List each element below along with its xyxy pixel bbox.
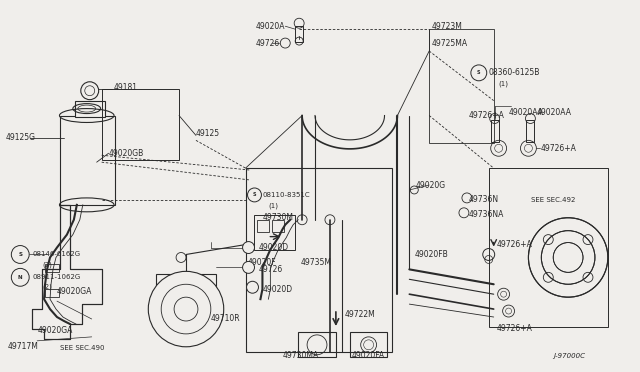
Bar xyxy=(429,29,493,143)
Text: 49020G: 49020G xyxy=(415,180,445,189)
Text: 49020A: 49020A xyxy=(255,22,285,31)
Text: 49020GA: 49020GA xyxy=(37,326,72,336)
Text: 49723M: 49723M xyxy=(431,22,462,31)
Circle shape xyxy=(246,281,259,293)
Text: 49726: 49726 xyxy=(259,265,283,274)
Text: N: N xyxy=(18,275,22,280)
Text: 49020GA: 49020GA xyxy=(57,287,92,296)
Text: 08911-1062G: 08911-1062G xyxy=(32,274,81,280)
Text: 49730MA: 49730MA xyxy=(282,351,319,360)
Bar xyxy=(253,215,295,250)
Text: 49725MA: 49725MA xyxy=(431,39,467,48)
Text: 49125G: 49125G xyxy=(5,133,35,142)
Text: 49722M: 49722M xyxy=(345,310,376,318)
Text: 49726: 49726 xyxy=(255,39,280,48)
Text: 49735M: 49735M xyxy=(300,258,331,267)
Circle shape xyxy=(148,271,224,347)
Circle shape xyxy=(81,82,99,100)
Text: 49717M: 49717M xyxy=(7,342,38,351)
Circle shape xyxy=(12,268,29,286)
Text: 08360-6125B: 08360-6125B xyxy=(489,68,540,77)
Bar xyxy=(102,89,179,160)
Bar xyxy=(538,232,598,283)
Text: (2): (2) xyxy=(42,284,52,291)
Text: 49726+A: 49726+A xyxy=(540,144,576,153)
Bar xyxy=(527,121,534,142)
Bar xyxy=(246,168,392,352)
Bar xyxy=(491,121,499,142)
Text: 49020FB: 49020FB xyxy=(414,250,448,259)
Text: 49730M: 49730M xyxy=(262,213,293,222)
Text: 49020AA: 49020AA xyxy=(509,108,543,117)
Text: (1): (1) xyxy=(499,80,509,87)
Circle shape xyxy=(12,246,29,263)
Text: J-97000C: J-97000C xyxy=(553,353,585,359)
Text: 49710R: 49710R xyxy=(211,314,241,324)
Bar xyxy=(350,332,387,357)
Text: 49020D: 49020D xyxy=(262,285,292,294)
Bar xyxy=(156,274,216,299)
Text: 08146-6162G: 08146-6162G xyxy=(32,251,80,257)
Polygon shape xyxy=(32,205,102,339)
Text: (1): (1) xyxy=(268,203,278,209)
Circle shape xyxy=(243,262,255,273)
Bar xyxy=(75,101,104,116)
Text: 49726+A: 49726+A xyxy=(497,324,532,333)
Circle shape xyxy=(243,241,255,253)
Text: 49181: 49181 xyxy=(113,83,138,92)
Text: SEE SEC.490: SEE SEC.490 xyxy=(60,345,104,351)
Bar xyxy=(45,264,59,272)
Bar xyxy=(45,289,59,297)
Text: 49020AA: 49020AA xyxy=(536,108,572,117)
Text: 49020F: 49020F xyxy=(248,258,276,267)
Text: SEE SEC.492: SEE SEC.492 xyxy=(531,197,576,203)
Text: 49736NA: 49736NA xyxy=(469,210,504,219)
Text: 49020D: 49020D xyxy=(259,243,289,252)
Text: 49125: 49125 xyxy=(196,129,220,138)
Bar xyxy=(273,220,284,232)
Text: 49726+A: 49726+A xyxy=(497,240,532,249)
Text: (2): (2) xyxy=(42,261,52,268)
Circle shape xyxy=(471,65,487,81)
Text: S: S xyxy=(19,252,22,257)
Bar xyxy=(257,220,269,232)
Text: 49726+A: 49726+A xyxy=(469,111,505,120)
Text: 08110-8351C: 08110-8351C xyxy=(262,192,310,198)
Bar xyxy=(295,26,303,42)
Text: 49736N: 49736N xyxy=(469,195,499,204)
Text: 49020GB: 49020GB xyxy=(109,149,144,158)
Bar xyxy=(60,116,115,205)
Text: 49020FA: 49020FA xyxy=(352,351,385,360)
Circle shape xyxy=(529,218,608,297)
Bar xyxy=(298,332,336,357)
Bar xyxy=(489,168,608,327)
Text: S: S xyxy=(253,192,256,198)
Circle shape xyxy=(248,188,262,202)
Text: S: S xyxy=(477,70,481,76)
